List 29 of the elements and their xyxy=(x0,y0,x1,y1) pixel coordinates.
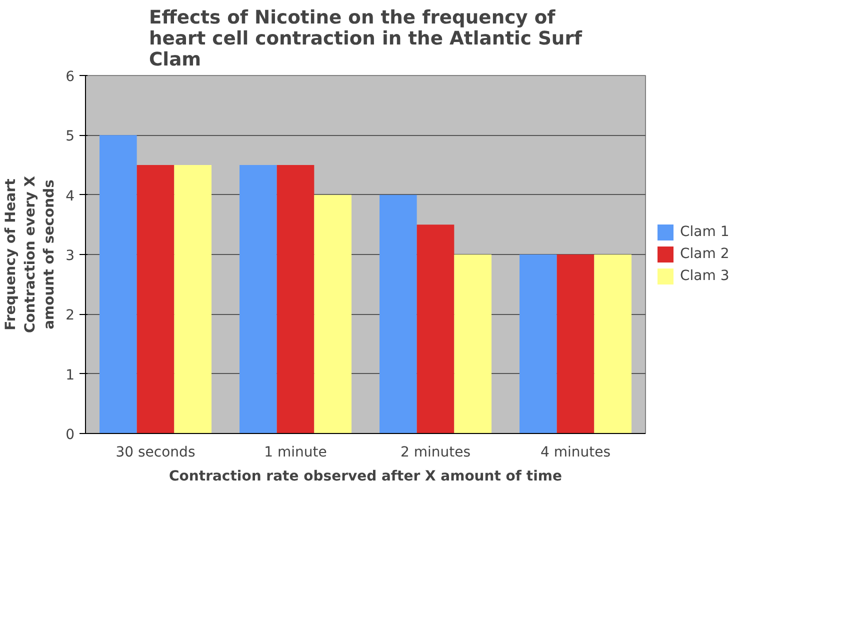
y-axis-title: Frequency of Heart Contraction every X amount of seconds xyxy=(3,176,58,333)
bar xyxy=(520,254,557,434)
y-tick-label: 4 xyxy=(66,188,75,204)
bar xyxy=(276,165,314,434)
x-axis-title: Contraction rate observed after X amount of time xyxy=(169,468,562,484)
bar xyxy=(136,165,174,434)
x-tick-label: 1 minute xyxy=(264,444,327,460)
legend-label: Clam 2 xyxy=(680,246,730,262)
x-tick-label: 2 minutes xyxy=(400,444,471,460)
x-tick-label: 4 minutes xyxy=(540,444,611,460)
bar xyxy=(174,165,212,434)
bar xyxy=(380,194,417,434)
bar xyxy=(314,194,352,434)
bar xyxy=(416,224,454,434)
y-tick-label: 6 xyxy=(66,69,75,85)
bar xyxy=(100,135,137,434)
y-tick-label: 5 xyxy=(66,128,75,145)
y-tick-label: 0 xyxy=(66,427,75,443)
legend-label: Clam 1 xyxy=(680,224,730,240)
legend-label: Clam 3 xyxy=(680,268,730,284)
bar xyxy=(240,165,277,434)
chart-title: Effects of Nicotine on the frequency of heart cell contraction in the Atlantic Surf Clam xyxy=(148,8,583,70)
y-tick-label: 1 xyxy=(66,367,75,384)
bar xyxy=(594,254,632,434)
x-tick-label: 30 seconds xyxy=(116,444,196,460)
y-tick-label: 3 xyxy=(66,248,75,264)
y-tick-label: 2 xyxy=(66,308,75,324)
bar xyxy=(454,254,492,434)
bar xyxy=(556,254,594,434)
